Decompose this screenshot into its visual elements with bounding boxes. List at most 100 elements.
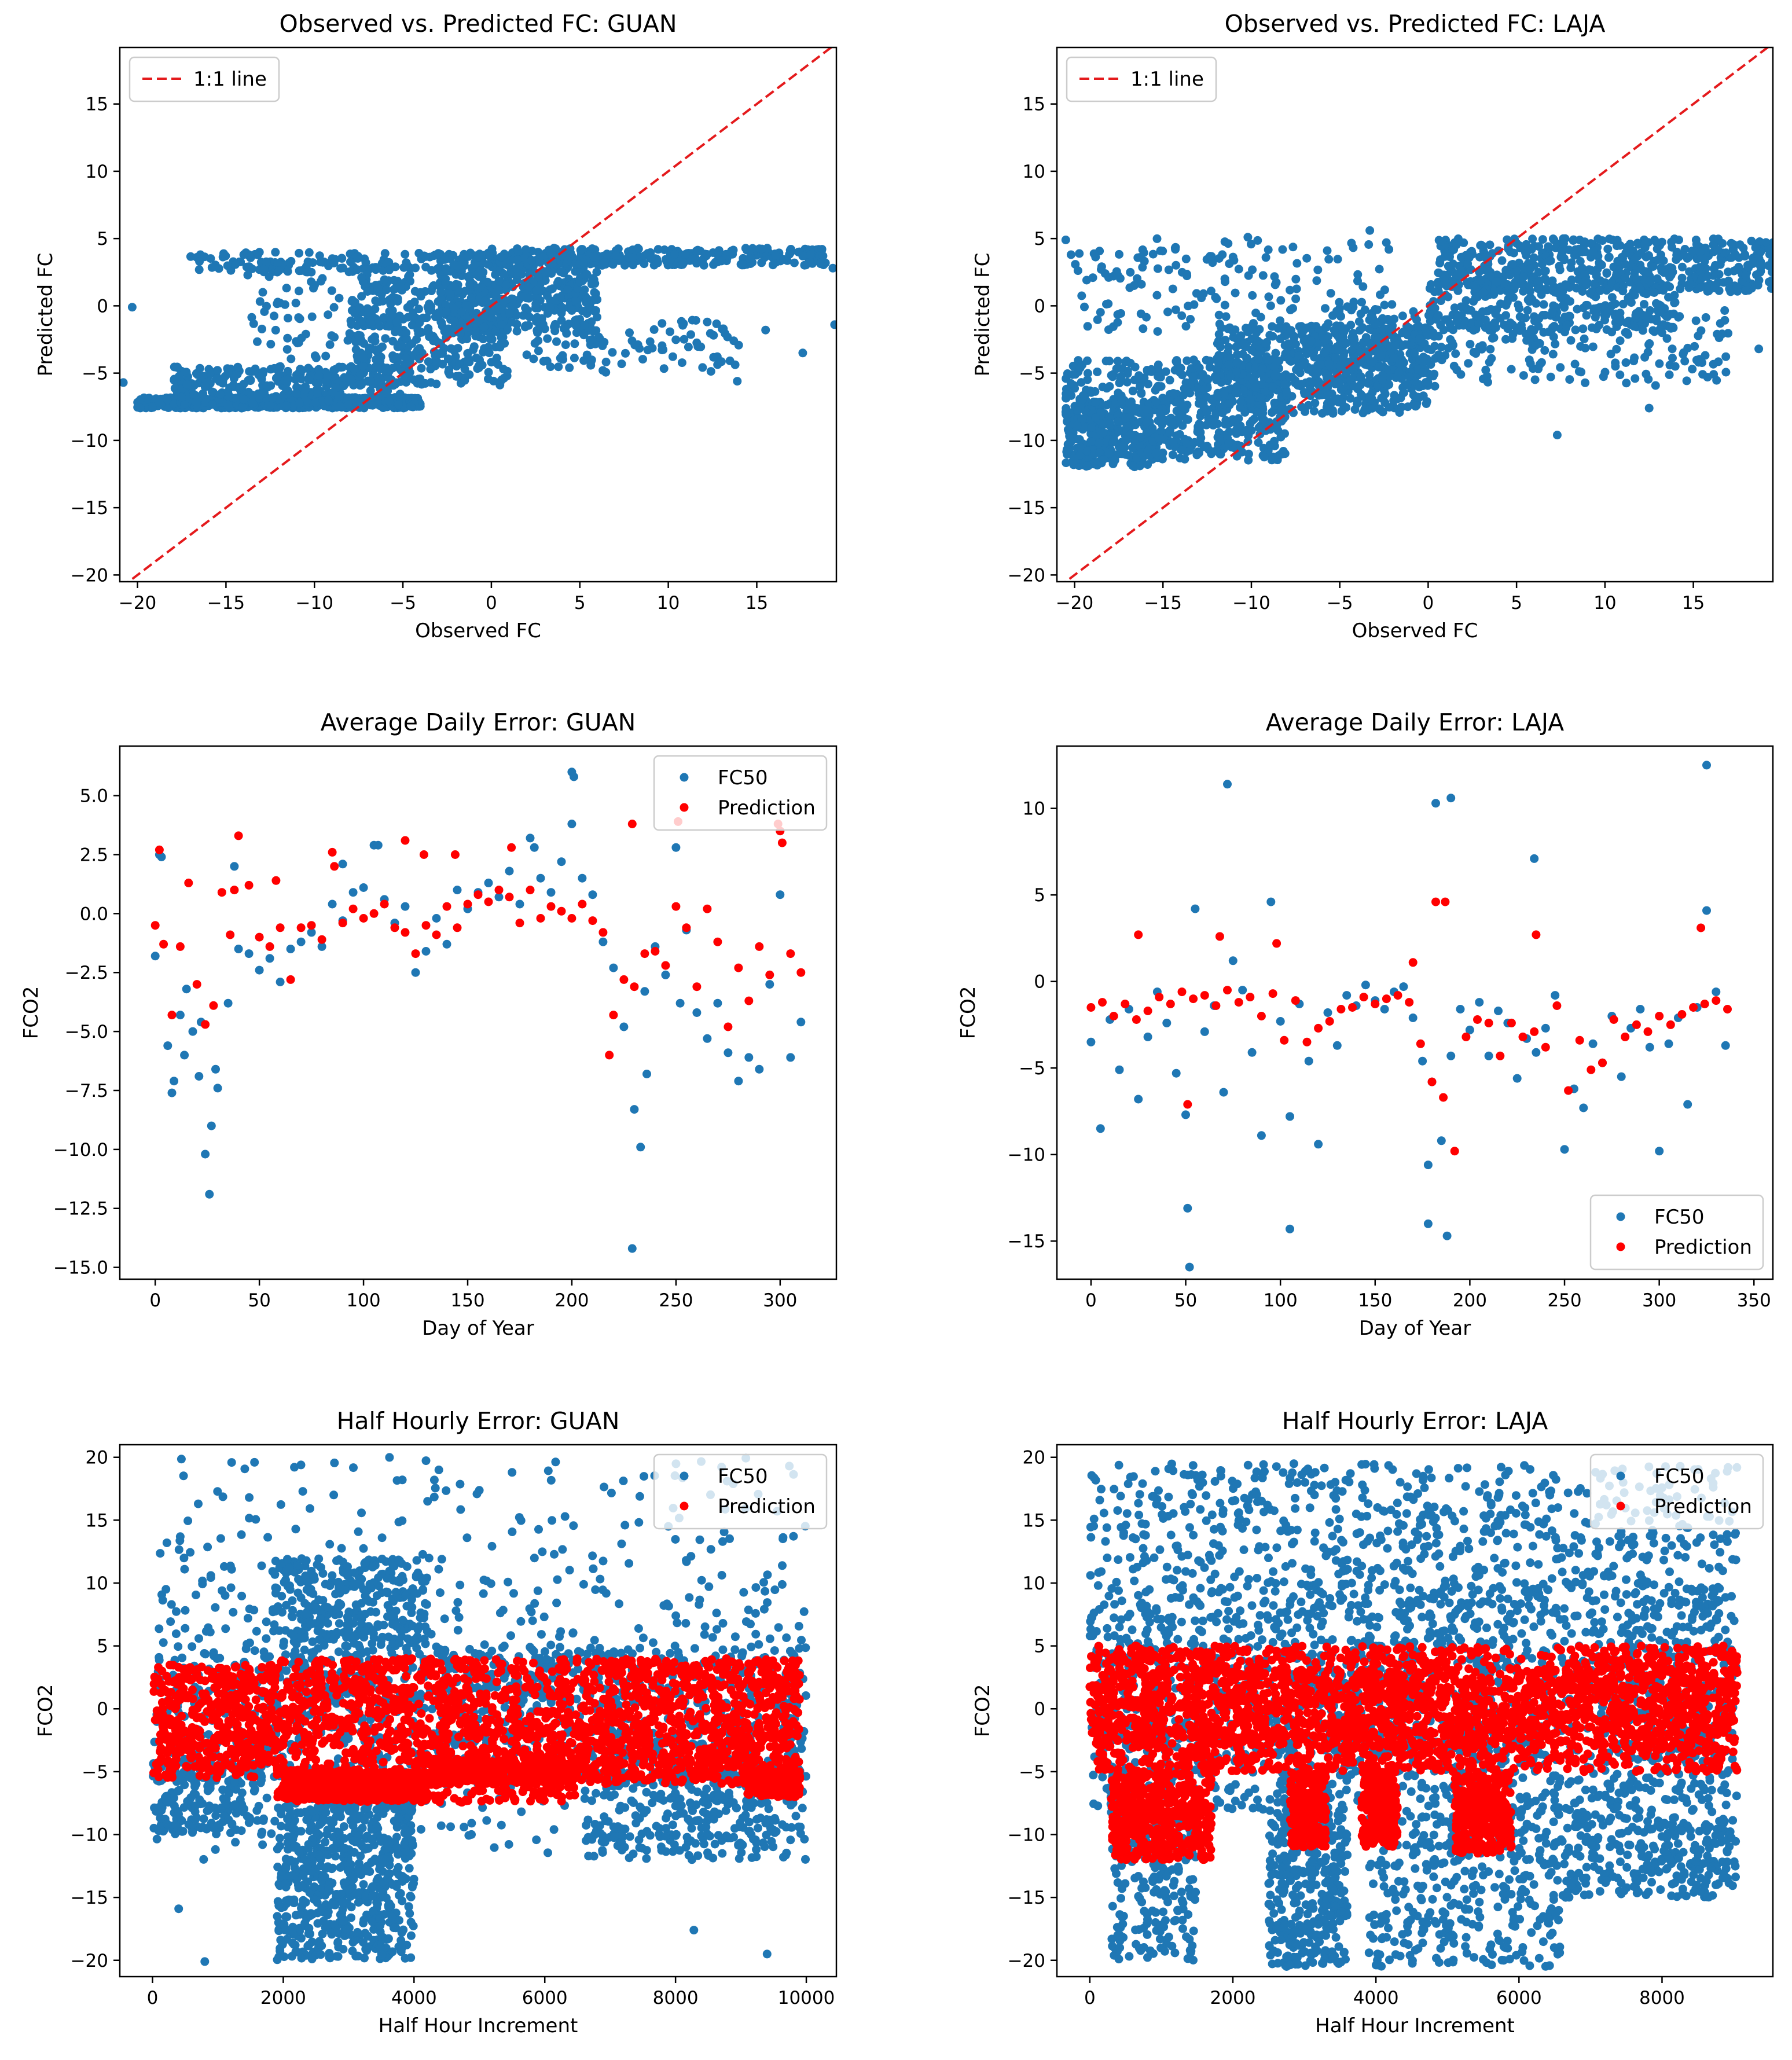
- data-point: [402, 328, 411, 337]
- data-point: [1471, 349, 1481, 358]
- data-point: [1347, 238, 1356, 248]
- data-point: [1426, 280, 1435, 289]
- data-point: [1154, 360, 1163, 369]
- data-point: [1143, 447, 1152, 456]
- data-point: [529, 354, 538, 363]
- data-point: [571, 267, 580, 276]
- data-point: [600, 258, 609, 267]
- data-point: [455, 359, 464, 368]
- data-point: [534, 346, 543, 355]
- data-point: [1646, 276, 1655, 285]
- data-point: [593, 295, 602, 304]
- data-point: [1165, 428, 1174, 437]
- data-point: [556, 292, 565, 302]
- data-point: [1083, 322, 1092, 331]
- data-point: [487, 358, 496, 367]
- data-point: [1588, 342, 1598, 351]
- data-point: [1154, 434, 1163, 443]
- data-point: [587, 280, 596, 289]
- data-point: [1205, 356, 1214, 365]
- data-point: [1690, 342, 1699, 351]
- data-point: [1169, 390, 1178, 399]
- data-point: [1245, 362, 1254, 372]
- data-point: [512, 326, 522, 336]
- data-point: [1356, 372, 1365, 381]
- data-point: [311, 353, 321, 362]
- data-point: [1412, 401, 1421, 410]
- x-tick-label: −5: [390, 593, 416, 614]
- data-point: [239, 395, 248, 405]
- data-point: [645, 337, 655, 346]
- data-point: [1440, 252, 1449, 261]
- data-point: [1113, 410, 1122, 420]
- data-point: [593, 313, 601, 322]
- data-point: [1685, 279, 1694, 288]
- data-point: [1272, 420, 1281, 429]
- data-point: [335, 293, 344, 303]
- data-point: [479, 267, 488, 277]
- data-point: [473, 252, 483, 262]
- data-point: [498, 333, 508, 342]
- data-point: [1142, 418, 1151, 427]
- data-point: [1142, 405, 1151, 414]
- data-point: [1062, 394, 1071, 403]
- data-point: [1314, 381, 1324, 391]
- data-point: [258, 324, 266, 333]
- data-point: [733, 377, 742, 386]
- data-point: [1148, 249, 1158, 259]
- data-point: [350, 364, 359, 373]
- data-point: [1215, 320, 1224, 329]
- data-point: [440, 255, 450, 264]
- data-point: [1324, 319, 1333, 328]
- data-point: [1270, 372, 1280, 381]
- y-tick-label: −5: [82, 363, 108, 384]
- data-point: [1515, 312, 1525, 321]
- data-point: [1323, 246, 1332, 255]
- data-point: [406, 402, 416, 411]
- data-point: [253, 337, 262, 346]
- data-point: [585, 335, 594, 344]
- data-point: [1402, 380, 1412, 389]
- y-axis-label: Predicted FC: [34, 253, 57, 377]
- data-point: [1073, 266, 1082, 276]
- data-point: [1093, 315, 1102, 324]
- data-point: [246, 376, 255, 384]
- data-point: [1199, 403, 1209, 412]
- data-point: [1177, 311, 1187, 320]
- data-point: [475, 363, 483, 372]
- data-point: [1156, 246, 1165, 255]
- data-point: [1540, 346, 1549, 355]
- data-point: [1578, 324, 1588, 333]
- data-point: [1398, 311, 1407, 321]
- data-point: [1258, 364, 1267, 373]
- data-point: [1330, 326, 1339, 335]
- data-point: [432, 379, 441, 388]
- data-point: [437, 318, 446, 328]
- data-point: [1385, 245, 1394, 254]
- data-point: [1232, 382, 1241, 391]
- data-point: [285, 258, 294, 267]
- data-point: [1600, 311, 1609, 320]
- data-point: [284, 314, 292, 323]
- data-point: [798, 348, 807, 358]
- data-point: [441, 278, 450, 287]
- data-point: [1224, 399, 1233, 408]
- data-point: [471, 326, 480, 336]
- data-point: [1457, 310, 1466, 320]
- data-point: [1380, 390, 1390, 399]
- data-point: [480, 296, 489, 306]
- data-point: [1653, 274, 1662, 283]
- data-point: [1476, 276, 1485, 285]
- data-point: [1115, 274, 1125, 283]
- data-point: [1234, 265, 1243, 274]
- data-point: [338, 362, 347, 372]
- data-point: [313, 388, 322, 398]
- data-point: [1581, 343, 1590, 352]
- data-point: [1597, 260, 1606, 270]
- data-point: [288, 402, 298, 411]
- data-point: [357, 273, 366, 282]
- data-point: [1622, 379, 1631, 388]
- data-point: [1119, 443, 1128, 452]
- data-point: [1696, 247, 1705, 256]
- data-point: [233, 362, 243, 372]
